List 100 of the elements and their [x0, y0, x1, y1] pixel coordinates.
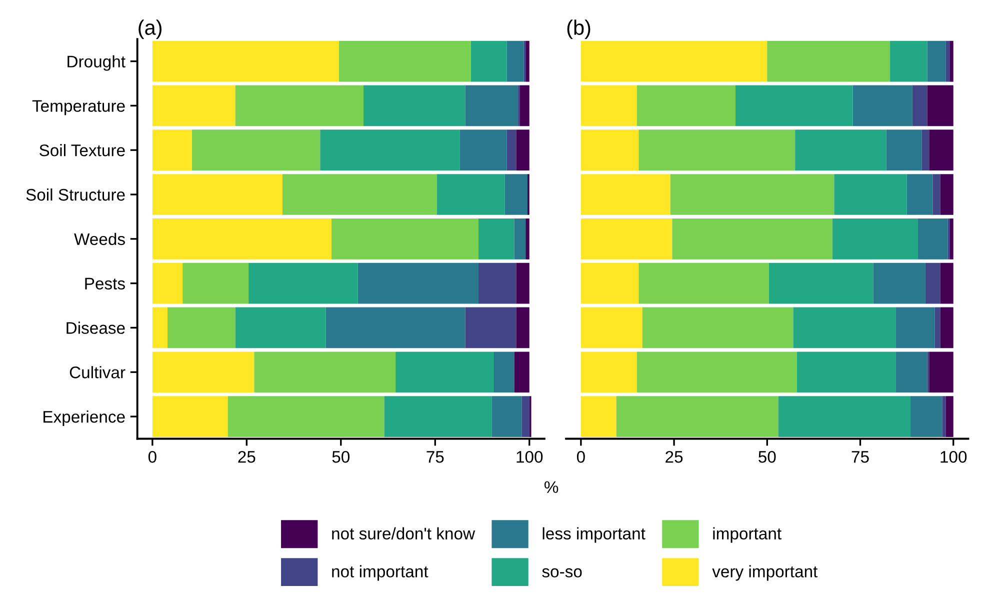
bar: [912, 85, 928, 126]
bar: [514, 352, 530, 393]
bar: [642, 307, 794, 348]
bar: [796, 352, 896, 393]
bar: [460, 130, 507, 171]
bar: [326, 307, 466, 348]
bar: [465, 85, 518, 126]
bar: [946, 396, 954, 437]
bar: [331, 218, 478, 260]
x-tick-label: 25: [238, 450, 256, 463]
bar: [506, 130, 516, 171]
x-tick-label: 100: [940, 450, 967, 463]
bar: [152, 396, 228, 437]
bar: [580, 352, 637, 393]
bar: [152, 218, 332, 260]
bar: [932, 174, 940, 215]
y-tick-label: Pests: [85, 278, 125, 290]
x-tick-label: 50: [332, 450, 350, 463]
bar: [465, 307, 516, 348]
bar: [672, 218, 832, 260]
bar: [504, 174, 528, 215]
bar: [927, 85, 954, 126]
bar: [358, 262, 478, 304]
legend-label: less important: [542, 527, 646, 543]
x-tick-label: 0: [576, 450, 585, 463]
x-axis-title: %: [544, 481, 558, 493]
bar: [896, 352, 928, 393]
bar: [167, 307, 236, 348]
bar: [580, 174, 670, 215]
bar: [339, 40, 471, 82]
bar: [670, 174, 834, 215]
bar: [520, 85, 530, 126]
bar: [925, 262, 940, 304]
bar: [940, 307, 954, 348]
bar: [934, 307, 940, 348]
bar: [636, 352, 797, 393]
bar: [384, 396, 492, 437]
x-tick-label: 0: [148, 450, 156, 463]
y-tick-label: Experience: [44, 410, 125, 426]
bar: [795, 130, 886, 171]
bar: [580, 40, 768, 82]
bar: [514, 218, 526, 260]
bar: [437, 174, 505, 215]
bar: [940, 174, 954, 215]
bar: [152, 130, 192, 171]
bar: [235, 85, 364, 126]
legend-label: not important: [332, 565, 428, 581]
bar: [735, 85, 853, 126]
bar: [580, 130, 639, 171]
bar: [506, 40, 524, 82]
bar: [638, 262, 770, 304]
x-tick-label: 100: [516, 450, 543, 463]
y-tick-label: Soil Structure: [26, 188, 125, 201]
bar: [890, 40, 928, 82]
x-tick-label: 75: [426, 451, 444, 463]
bar: [929, 352, 954, 393]
bar: [320, 130, 460, 171]
bar: [940, 262, 954, 304]
legend-label: important: [713, 527, 782, 543]
x-tick-label: 75: [852, 451, 869, 463]
bar: [950, 40, 954, 82]
bar: [152, 40, 340, 82]
bar: [873, 262, 926, 304]
legend-label: so-so: [542, 568, 582, 578]
legend-label: very important: [712, 565, 818, 581]
bar: [942, 396, 946, 437]
y-tick-label: Disease: [66, 322, 125, 334]
y-tick-label: Weeds: [74, 232, 125, 246]
y-tick-label: Drought: [68, 55, 126, 71]
bar: [834, 174, 907, 215]
bar: [929, 130, 954, 171]
chart-title: (b): [567, 20, 590, 40]
bar: [522, 396, 530, 437]
bar: [769, 262, 874, 304]
bar: [516, 307, 530, 348]
bar: [886, 130, 922, 171]
bar: [580, 85, 637, 126]
x-tick-label: 50: [758, 450, 776, 463]
bar: [918, 218, 948, 260]
bar: [492, 396, 522, 437]
bar: [152, 85, 236, 126]
y-tick-label: Cultivar: [70, 366, 126, 378]
bar: [906, 174, 933, 215]
bar: [580, 396, 616, 437]
bar: [254, 352, 396, 393]
legend-label: not sure/don't know: [332, 527, 476, 540]
bar: [152, 262, 183, 304]
bar: [950, 218, 954, 260]
bar: [182, 262, 249, 304]
bar: [152, 352, 254, 393]
bar: [228, 396, 384, 437]
bar: [616, 396, 778, 437]
bar: [580, 307, 642, 348]
x-tick-label: 25: [666, 450, 683, 463]
bar: [152, 307, 168, 348]
bar: [494, 352, 514, 393]
bar: [580, 262, 639, 304]
bar: [516, 262, 530, 304]
y-tick-label: Soil Texture: [40, 144, 125, 156]
bar: [636, 85, 736, 126]
